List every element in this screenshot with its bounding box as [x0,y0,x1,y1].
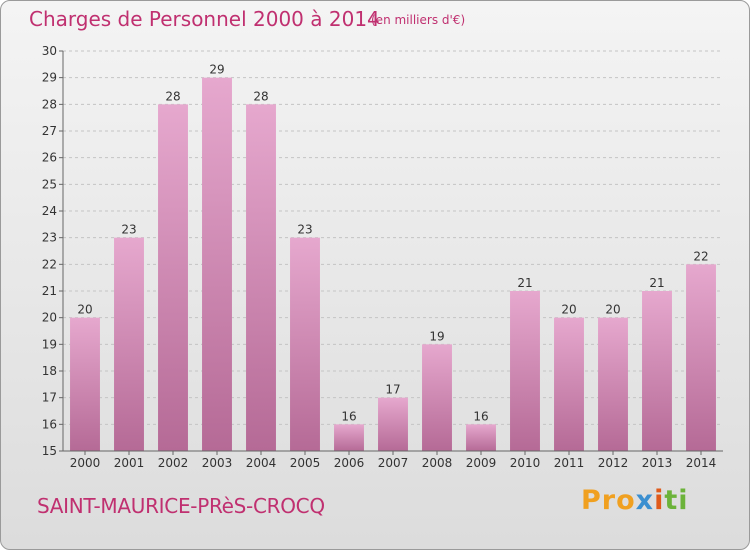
x-tick-label: 2001 [114,456,145,470]
logo-part-2: x [635,485,655,516]
logo-part-3: i [654,485,665,516]
x-tick-label: 2003 [202,456,233,470]
y-tick-label: 16 [42,417,57,431]
value-label: 21 [649,276,664,290]
x-tick-label: 2010 [510,456,541,470]
bar-2013[interactable] [642,291,672,451]
bar-2014[interactable] [686,264,716,451]
y-tick-label: 30 [42,44,57,58]
x-tick-label: 2007 [378,456,409,470]
x-tick-label: 2013 [642,456,673,470]
logo-part-4: ti [664,485,689,516]
bar-2007[interactable] [378,397,408,451]
bar-2012[interactable] [598,317,628,451]
value-label: 17 [385,383,400,397]
y-tick-label: 18 [42,364,57,378]
value-label: 22 [693,249,708,263]
x-tick-label: 2012 [598,456,629,470]
y-tick-label: 27 [42,124,57,138]
x-tick-label: 2006 [334,456,365,470]
x-tick-label: 2000 [70,456,101,470]
y-tick-label: 22 [42,257,57,271]
x-tick-label: 2002 [158,456,189,470]
y-tick-label: 20 [42,311,57,325]
bar-2010[interactable] [510,291,540,451]
x-tick-label: 2004 [246,456,277,470]
y-tick-label: 23 [42,231,57,245]
value-label: 23 [297,223,312,237]
x-tick-label: 2009 [466,456,497,470]
y-tick-label: 15 [42,444,57,458]
value-label: 19 [429,329,444,343]
y-tick-label: 26 [42,151,57,165]
logo-part-1: Pro [581,485,636,516]
y-tick-label: 19 [42,337,57,351]
value-label: 28 [165,89,180,103]
x-tick-label: 2005 [290,456,321,470]
value-label: 20 [605,303,620,317]
y-tick-label: 24 [42,204,57,218]
y-tick-label: 29 [42,71,57,85]
value-label: 29 [209,63,224,77]
commune-name: SAINT-MAURICE-PRèS-CROCQ [37,494,325,518]
value-label: 21 [517,276,532,290]
y-tick-label: 25 [42,177,57,191]
proxiti-logo[interactable]: Proxiti [581,485,689,516]
axes: 15 16 17 18 19 20 21 22 23 24 25 26 27 28 29 30 2000 2001… [42,44,723,470]
y-tick-label: 17 [42,391,57,405]
value-label: 16 [341,409,356,423]
bar-2008[interactable] [422,344,452,451]
x-tick-label: 2014 [686,456,717,470]
value-label: 20 [77,303,92,317]
x-tick-label: 2011 [554,456,585,470]
chart-title: Charges de Personnel 2000 à 2014 [29,7,380,31]
bar-2009[interactable] [466,424,496,451]
bar-2005[interactable] [290,237,320,451]
value-label: 28 [253,89,268,103]
bars: 20 23 28 29 28 23 16 17 19 16 21 20 20 21 22 [70,63,716,452]
value-label: 23 [121,223,136,237]
bar-2002[interactable] [158,104,188,451]
y-tick-label: 28 [42,97,57,111]
bar-2004[interactable] [246,104,276,451]
bar-2001[interactable] [114,237,144,451]
bar-2003[interactable] [202,77,232,452]
bar-2000[interactable] [70,317,100,451]
value-label: 20 [561,303,576,317]
bar-2011[interactable] [554,317,584,451]
bar-2006[interactable] [334,424,364,451]
x-tick-label: 2008 [422,456,453,470]
y-tick-label: 21 [42,284,57,298]
value-label: 16 [473,409,488,423]
chart-subtitle: (en milliers d'€) [371,13,466,27]
